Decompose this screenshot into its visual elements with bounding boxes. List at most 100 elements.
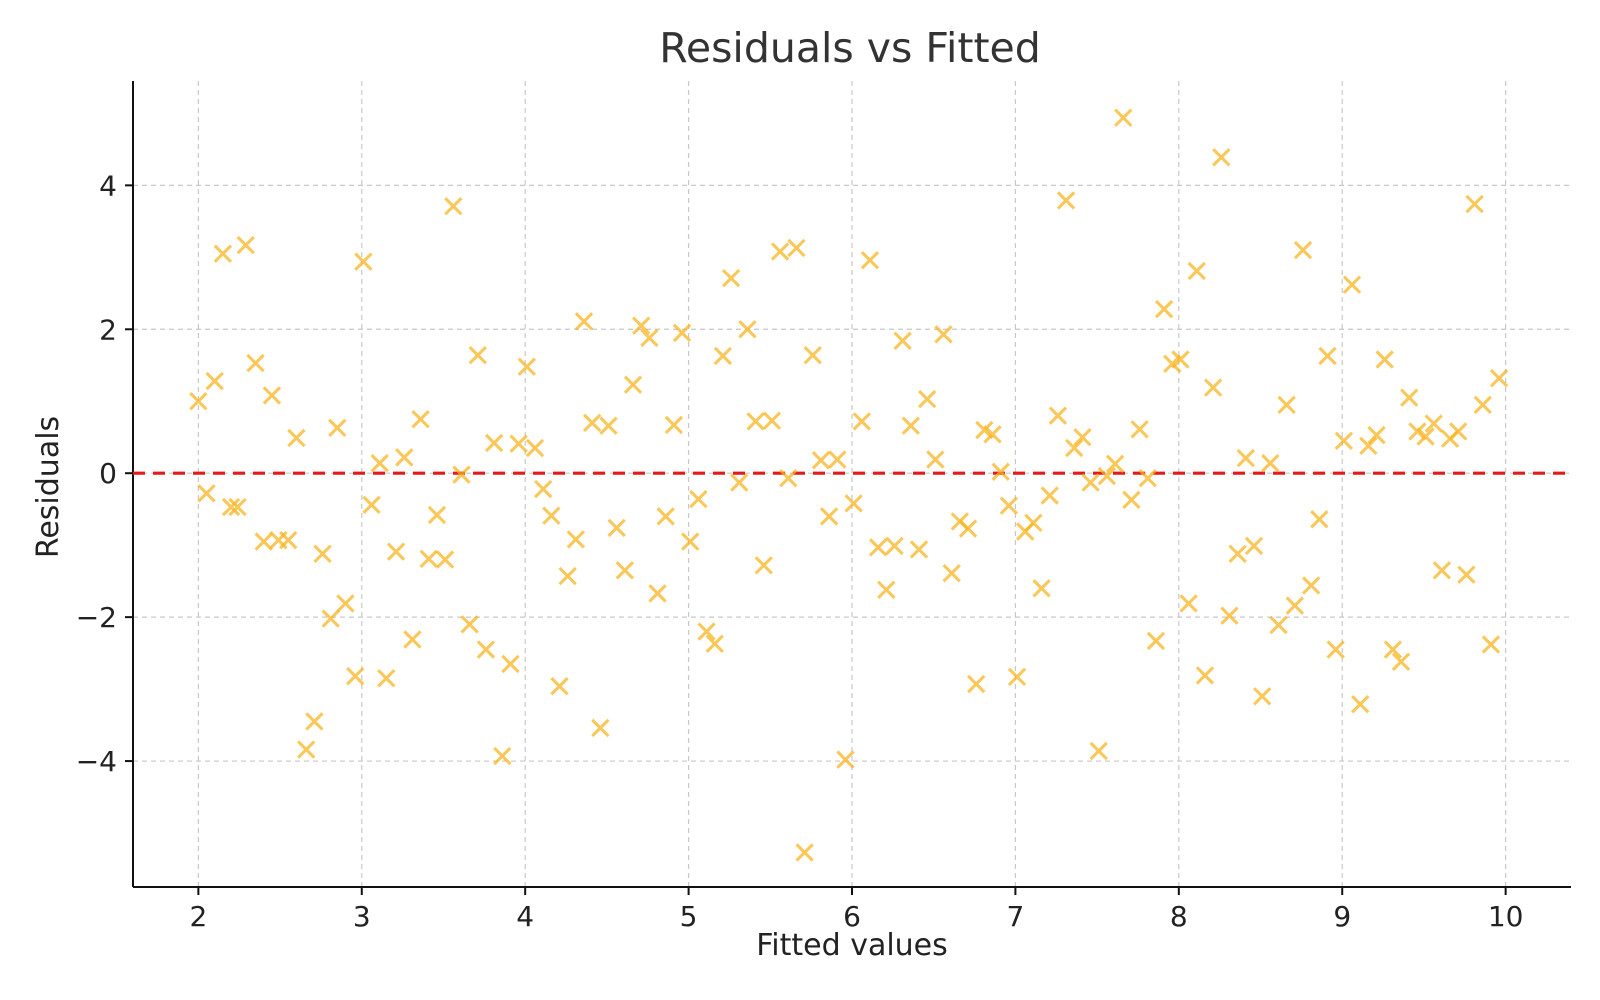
residual-point [346, 666, 365, 686]
residual-point [460, 615, 479, 634]
tick-label-layer: 2 3 4 5 6 7 8 9 10 −4 −2 0 2 4 [76, 169, 1524, 933]
residual-point [427, 505, 447, 525]
residual-point [501, 654, 520, 674]
residual-point [236, 235, 255, 255]
residual-point [1400, 388, 1419, 407]
residual-point [746, 412, 765, 431]
residual-point [966, 674, 986, 694]
residual-point [411, 410, 430, 429]
residual-point [860, 250, 880, 270]
residual-point [279, 530, 298, 550]
residual-point [632, 316, 651, 335]
residual-point [582, 413, 602, 433]
residual-point [738, 320, 757, 339]
residual-point [1342, 275, 1362, 294]
residual-point [1195, 666, 1215, 685]
residual-point [1163, 354, 1182, 374]
x-tick-label: 9 [1333, 900, 1351, 933]
residual-point [721, 268, 741, 288]
residual-point [305, 712, 324, 731]
residual-point [697, 622, 716, 641]
residual-point [1187, 261, 1206, 281]
residual-point [1277, 395, 1296, 415]
residual-point [403, 630, 422, 649]
residual-point [1269, 615, 1288, 635]
residual-point [1154, 299, 1174, 319]
residual-point [1416, 427, 1435, 446]
x-tick-label: 7 [1006, 900, 1024, 933]
residual-point [287, 428, 306, 448]
residual-point [1489, 369, 1509, 388]
residual-point [1244, 536, 1264, 556]
residual-point [213, 244, 233, 263]
residual-point [1179, 594, 1198, 613]
residual-point [1326, 640, 1345, 659]
residual-point [1367, 425, 1386, 445]
residual-point [689, 489, 708, 509]
residual-point [730, 473, 749, 492]
residual-point [713, 346, 733, 366]
x-axis-label: Fitted values [756, 928, 948, 963]
residual-point [1130, 420, 1149, 439]
residual-point [975, 420, 994, 440]
residual-point [205, 371, 224, 391]
residual-point [868, 538, 888, 557]
residual-point [377, 669, 396, 688]
residual-point [1081, 473, 1100, 492]
residual-point [599, 416, 618, 435]
residual-point [1252, 687, 1272, 706]
residual-point [1236, 448, 1256, 468]
residual-point [1089, 741, 1108, 761]
residual-point [917, 389, 937, 409]
residual-point [1171, 350, 1190, 369]
residual-point [1351, 695, 1370, 714]
residual-point [770, 242, 790, 261]
residual-point [328, 418, 347, 438]
x-tick-label: 2 [189, 900, 207, 933]
residual-point [991, 462, 1010, 481]
residual-point [1432, 561, 1452, 580]
residual-point [885, 536, 904, 556]
residual-point [836, 750, 855, 769]
y-tick-label: 4 [99, 169, 117, 202]
residual-point [893, 331, 912, 350]
residual-point [811, 451, 831, 470]
residual-point [640, 328, 659, 348]
residual-point [934, 325, 953, 344]
residual-point [484, 433, 504, 453]
chart-title: Residuals vs Fitted [659, 24, 1041, 72]
residual-point [1065, 438, 1084, 458]
residual-point [1383, 640, 1403, 659]
residual-point [828, 450, 847, 469]
residual-point [623, 375, 643, 394]
residual-point [1048, 406, 1068, 425]
residual-point [779, 469, 798, 488]
x-tick-label: 10 [1488, 900, 1524, 933]
x-tick-label: 4 [516, 900, 534, 933]
residual-point [419, 549, 438, 569]
residual-point [1073, 428, 1092, 447]
residual-point [517, 357, 537, 376]
residual-point [452, 465, 471, 484]
x-tick-label: 6 [843, 900, 861, 933]
residual-point [664, 415, 684, 435]
residual-point [999, 496, 1019, 515]
axes-layer [125, 81, 1571, 895]
residual-point [1105, 454, 1125, 474]
residual-point [313, 544, 332, 563]
residual-point [444, 197, 463, 216]
residual-point [1203, 378, 1223, 397]
x-tick-label: 8 [1170, 900, 1188, 933]
residual-point [1261, 453, 1280, 473]
residual-point [591, 718, 610, 738]
residual-point [1138, 469, 1157, 488]
residual-point [297, 740, 316, 759]
residual-point [819, 507, 839, 526]
residual-point [1285, 596, 1305, 615]
residual-point [787, 238, 806, 258]
residual-point [795, 843, 814, 862]
residual-point [656, 507, 675, 526]
y-tick-label: −2 [76, 601, 117, 634]
